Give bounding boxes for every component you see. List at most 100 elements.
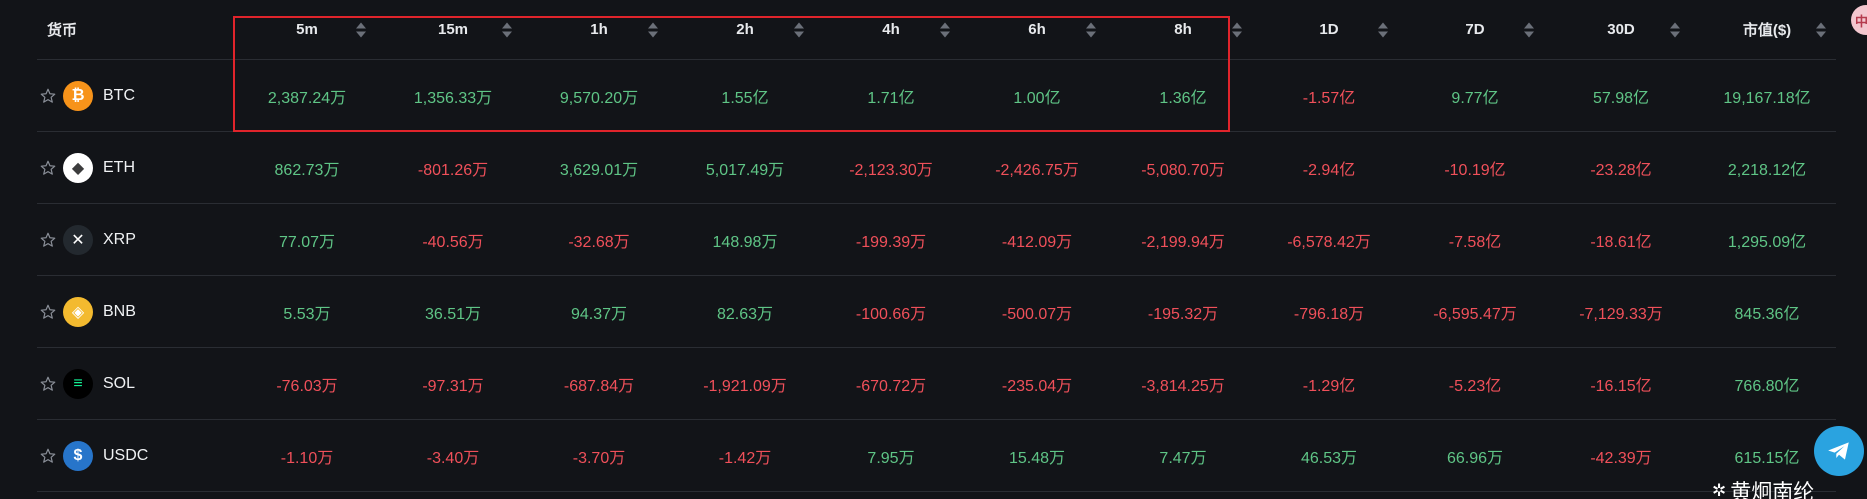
coin-cell: ◈ BNB xyxy=(37,276,234,347)
coin-symbol[interactable]: BTC xyxy=(103,86,135,104)
column-header-1h[interactable]: 1h xyxy=(526,0,672,59)
flow-value-15m: 1,356.33万 xyxy=(413,89,493,107)
flow-value-8h: -2,199.94万 xyxy=(1141,233,1225,251)
sort-arrows-icon[interactable] xyxy=(794,22,804,37)
flow-value-15m: -40.56万 xyxy=(422,233,484,251)
highlight-box xyxy=(233,16,1230,132)
flow-value-1h: 94.37万 xyxy=(570,305,628,323)
column-header-7d[interactable]: 7D xyxy=(1402,0,1548,59)
sort-arrows-icon[interactable] xyxy=(1816,22,1826,37)
table-row[interactable]: ✕ XRP 77.07万 -40.56万 -32.68万 148.98万 -199.39万 -… xyxy=(37,204,1836,276)
table-row[interactable]: ≡ SOL -76.03万 -97.31万 -687.84万 -1,921.09万 -670… xyxy=(37,348,1836,420)
telegram-share-button[interactable] xyxy=(1814,426,1864,476)
flow-value-7d: -5.23亿 xyxy=(1448,377,1502,395)
flow-value-6h: 15.48万 xyxy=(1008,449,1066,467)
column-header-4h[interactable]: 4h xyxy=(818,0,964,59)
usdc-logo-icon: $ xyxy=(63,440,93,471)
column-header-[interactable]: 市值($) xyxy=(1694,0,1840,59)
flow-value-5m: -1.10万 xyxy=(280,449,334,467)
star-icon[interactable] xyxy=(39,447,57,465)
coin-symbol[interactable]: SOL xyxy=(103,374,136,392)
star-icon[interactable] xyxy=(39,159,57,177)
sort-arrows-icon[interactable] xyxy=(502,22,512,37)
sort-arrows-icon[interactable] xyxy=(1670,22,1680,37)
column-header-30d[interactable]: 30D xyxy=(1548,0,1694,59)
column-header-8h[interactable]: 8h xyxy=(1110,0,1256,59)
flow-value-6h: -2,426.75万 xyxy=(995,161,1079,179)
flow-value-30d: -18.61亿 xyxy=(1590,233,1652,251)
star-icon[interactable] xyxy=(39,231,57,249)
coin-symbol[interactable]: ETH xyxy=(103,158,135,176)
coin-symbol[interactable]: XRP xyxy=(103,230,136,248)
flow-value-1h: 3,629.01万 xyxy=(559,161,639,179)
coin-cell: ◆ ETH xyxy=(37,132,234,203)
column-header-label: 4h xyxy=(882,21,900,38)
star-icon[interactable] xyxy=(39,375,57,393)
flow-value-7d: 66.96万 xyxy=(1446,449,1504,467)
flow-value-6h: -412.09万 xyxy=(1001,233,1073,251)
table-row[interactable]: ◈ BNB 5.53万 36.51万 94.37万 82.63万 -100.66万 -500.… xyxy=(37,276,1836,348)
flow-value-: 19,167.18亿 xyxy=(1723,89,1811,107)
sort-arrows-icon[interactable] xyxy=(940,22,950,37)
flow-value-7d: -7.58亿 xyxy=(1448,233,1502,251)
coin-symbol[interactable]: USDC xyxy=(103,446,149,464)
flow-value-8h: 7.47万 xyxy=(1159,449,1207,467)
column-header-label: 货币 xyxy=(47,22,78,39)
language-badge[interactable]: 中 xyxy=(1851,5,1867,35)
flow-value-: 1,295.09亿 xyxy=(1727,233,1807,251)
coin-cell: $ USDC xyxy=(37,420,234,491)
column-header-2h[interactable]: 2h xyxy=(672,0,818,59)
sort-arrows-icon[interactable] xyxy=(356,22,366,37)
column-header-label: 30D xyxy=(1607,21,1635,38)
column-header-6h[interactable]: 6h xyxy=(964,0,1110,59)
table-header: 货币 5m 15m 1h 2h 4h 6h 8h 1D 7D 30D 市值($) xyxy=(37,0,1836,60)
column-header-label: 5m xyxy=(296,21,318,38)
flow-value-5m: 2,387.24万 xyxy=(267,89,347,107)
flow-value-30d: 57.98亿 xyxy=(1592,89,1650,107)
flow-value-1h: -687.84万 xyxy=(563,377,635,395)
flow-value-30d: -7,129.33万 xyxy=(1579,305,1663,323)
sort-arrows-icon[interactable] xyxy=(1378,22,1388,37)
flow-value-5m: 862.73万 xyxy=(274,161,340,179)
flow-value-2h: -1.42万 xyxy=(718,449,772,467)
column-header-label: 6h xyxy=(1028,21,1046,38)
flow-value-1d: -2.94亿 xyxy=(1302,161,1356,179)
column-header-label: 2h xyxy=(736,21,754,38)
flow-value-1h: -3.70万 xyxy=(572,449,626,467)
flow-value-15m: -97.31万 xyxy=(422,377,484,395)
coin-symbol[interactable]: BNB xyxy=(103,302,136,320)
coin-cell: ₿ BTC xyxy=(37,60,234,131)
flow-value-8h: -3,814.25万 xyxy=(1141,377,1225,395)
flow-value-1h: -32.68万 xyxy=(568,233,630,251)
sort-arrows-icon[interactable] xyxy=(1524,22,1534,37)
watermark-text: 黄炯南纶 xyxy=(1730,481,1815,499)
star-icon[interactable] xyxy=(39,303,57,321)
flow-value-: 2,218.12亿 xyxy=(1727,161,1807,179)
table-row[interactable]: $ USDC -1.10万 -3.40万 -3.70万 -1.42万 7.95万 15.48万… xyxy=(37,420,1836,492)
flow-value-2h: 1.55亿 xyxy=(721,89,769,107)
sort-arrows-icon[interactable] xyxy=(1232,22,1242,37)
flow-value-15m: -3.40万 xyxy=(426,449,480,467)
flow-value-1d: -1.29亿 xyxy=(1302,377,1356,395)
flow-value-1h: 9,570.20万 xyxy=(559,89,639,107)
column-header-5m[interactable]: 5m xyxy=(234,0,380,59)
flow-value-2h: 82.63万 xyxy=(716,305,774,323)
column-header-15m[interactable]: 15m xyxy=(380,0,526,59)
star-icon[interactable] xyxy=(39,87,57,105)
bnb-logo-icon: ◈ xyxy=(63,296,93,327)
telegram-icon xyxy=(1828,442,1849,460)
flow-value-4h: -199.39万 xyxy=(855,233,927,251)
flow-value-7d: -6,595.47万 xyxy=(1433,305,1517,323)
flow-value-7d: -10.19亿 xyxy=(1444,161,1506,179)
table-row[interactable]: ◆ ETH 862.73万 -801.26万 3,629.01万 5,017.49万 -2,… xyxy=(37,132,1836,204)
flow-value-5m: 77.07万 xyxy=(278,233,336,251)
table-row[interactable]: ₿ BTC 2,387.24万 1,356.33万 9,570.20万 1.55亿 1.71… xyxy=(37,60,1836,132)
flow-value-4h: -100.66万 xyxy=(855,305,927,323)
flow-value-6h: -500.07万 xyxy=(1001,305,1073,323)
flow-value-1d: -796.18万 xyxy=(1293,305,1365,323)
flow-value-4h: -670.72万 xyxy=(855,377,927,395)
sort-arrows-icon[interactable] xyxy=(1086,22,1096,37)
sort-arrows-icon[interactable] xyxy=(648,22,658,37)
flow-value-30d: -42.39万 xyxy=(1590,449,1652,467)
column-header-1d[interactable]: 1D xyxy=(1256,0,1402,59)
